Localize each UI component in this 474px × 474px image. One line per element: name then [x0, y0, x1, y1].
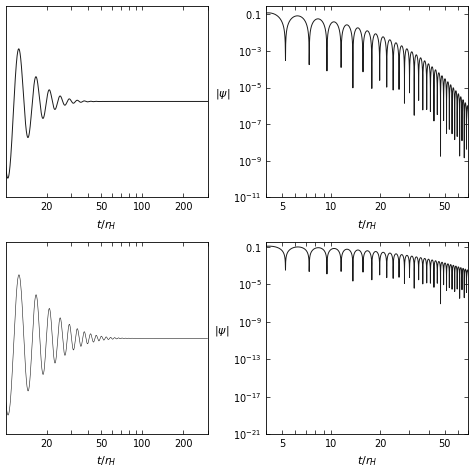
X-axis label: $t/r_H$: $t/r_H$ [96, 218, 117, 232]
X-axis label: $t/r_H$: $t/r_H$ [357, 455, 378, 468]
X-axis label: $t/r_H$: $t/r_H$ [357, 218, 378, 232]
Y-axis label: $|\psi|$: $|\psi|$ [215, 88, 230, 101]
Y-axis label: $|\psi|$: $|\psi|$ [214, 324, 230, 338]
X-axis label: $t/r_H$: $t/r_H$ [96, 455, 117, 468]
